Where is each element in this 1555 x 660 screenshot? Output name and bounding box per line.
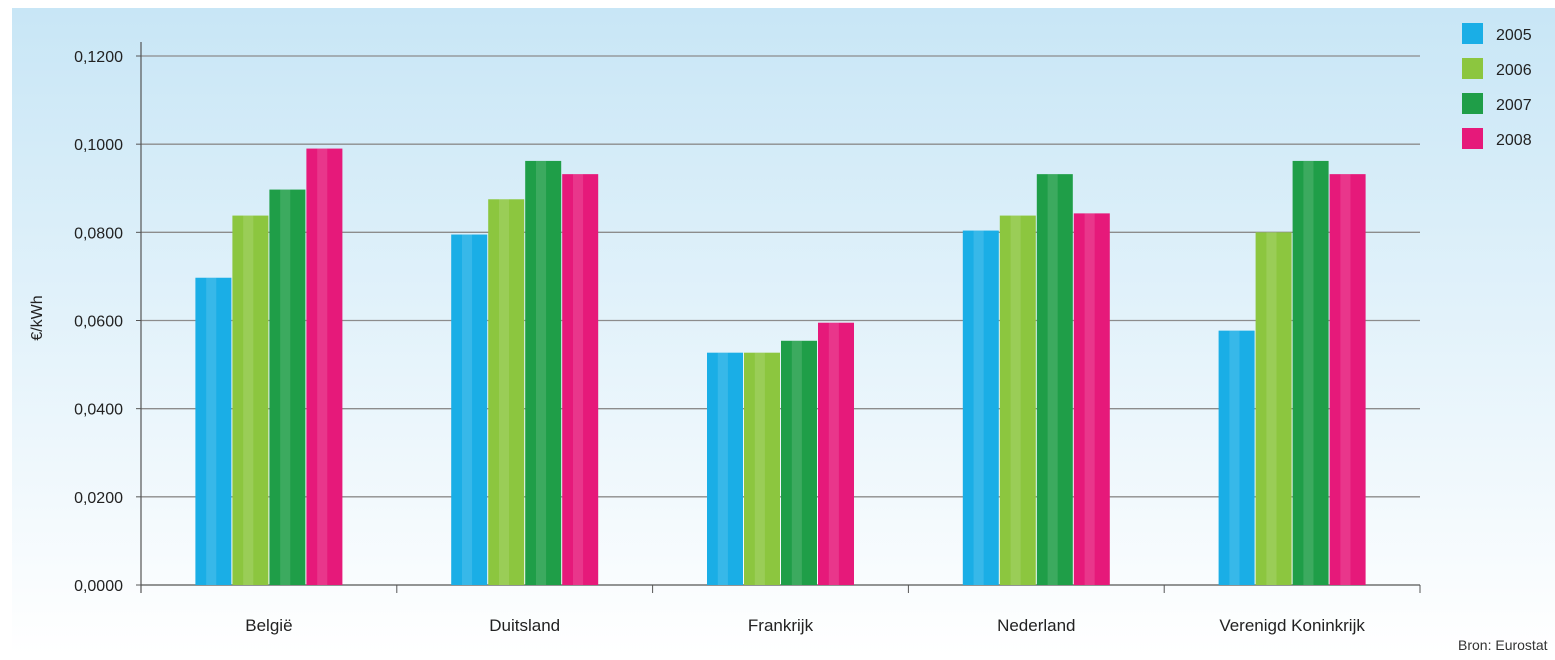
bar-2006-3 xyxy=(744,352,780,585)
bars xyxy=(195,148,1366,586)
bar-2006-2 xyxy=(488,199,525,586)
y-tick-label: 0,0800 xyxy=(74,225,123,242)
bar-2007-4 xyxy=(1036,174,1073,586)
bar-highlight xyxy=(1340,174,1351,586)
bar-2005-5 xyxy=(1218,330,1255,585)
y-axis-title: €/kWh xyxy=(29,295,46,340)
bar-highlight xyxy=(1010,215,1021,585)
bar-highlight xyxy=(717,352,728,585)
bar-highlight xyxy=(1303,160,1314,585)
bar-highlight xyxy=(791,340,802,585)
bar-highlight xyxy=(462,234,473,585)
bar-2008-4 xyxy=(1073,213,1110,585)
source-note: Bron: Eurostat xyxy=(1458,637,1548,653)
bar-2007-3 xyxy=(781,340,817,585)
x-category-label: Nederland xyxy=(997,616,1075,635)
legend-swatch-2005 xyxy=(1462,23,1483,44)
bar-2007-1 xyxy=(269,189,306,585)
bar-2007-5 xyxy=(1292,160,1329,585)
bar-2006-5 xyxy=(1255,232,1292,586)
y-tick-labels: 0,0000 0,0200 0,0400 0,0600 0,0800 0,1000 0,12… xyxy=(74,49,123,595)
bar-highlight xyxy=(317,148,328,585)
x-category-label: Duitsland xyxy=(489,616,560,635)
bar-highlight xyxy=(973,230,984,585)
bar-highlight xyxy=(499,199,510,586)
bar-highlight xyxy=(206,277,217,585)
x-category-label: België xyxy=(245,616,292,635)
y-tick-label: 0,0600 xyxy=(74,314,123,331)
bar-highlight xyxy=(828,322,839,585)
bar-2008-2 xyxy=(562,174,599,586)
bar-2008-5 xyxy=(1329,174,1366,586)
bar-2007-2 xyxy=(525,160,562,585)
gridlines xyxy=(141,55,1420,498)
legend-label: 2006 xyxy=(1496,62,1532,79)
y-tick-label: 0,1000 xyxy=(74,137,123,154)
legend-label: 2005 xyxy=(1496,27,1532,44)
legend-swatch-2008 xyxy=(1462,128,1483,149)
y-tick-label: 0,0200 xyxy=(74,490,123,507)
y-tick-label: 0,0000 xyxy=(74,578,123,595)
bar-highlight xyxy=(280,189,291,585)
x-category-labels: België Duitsland Frankrijk Nederland Verenig… xyxy=(245,616,1365,635)
bar-highlight xyxy=(243,215,254,585)
legend-swatch-2007 xyxy=(1462,93,1483,114)
x-category-label: Verenigd Koninkrijk xyxy=(1219,616,1365,635)
bar-highlight xyxy=(1229,330,1240,585)
legend-swatch-2006 xyxy=(1462,58,1483,79)
bar-highlight xyxy=(1047,174,1058,586)
bar-highlight xyxy=(1084,213,1095,585)
legend: 2005 2006 2007 2008 xyxy=(1462,23,1532,149)
y-tick-label: 0,1200 xyxy=(74,49,123,66)
bar-2005-3 xyxy=(707,352,743,585)
bar-2006-1 xyxy=(232,215,269,585)
legend-label: 2007 xyxy=(1496,97,1532,114)
bar-highlight xyxy=(573,174,584,586)
bar-2005-1 xyxy=(195,277,232,585)
bar-2005-2 xyxy=(451,234,488,585)
bar-highlight xyxy=(754,352,765,585)
bar-2008-3 xyxy=(818,322,854,585)
bar-2006-4 xyxy=(999,215,1036,585)
bar-highlight xyxy=(536,160,547,585)
bar-2005-4 xyxy=(962,230,999,585)
bar-highlight xyxy=(1266,232,1277,586)
axes xyxy=(136,42,1421,593)
y-tick-label: 0,0400 xyxy=(74,402,123,419)
bar-2008-1 xyxy=(306,148,343,585)
x-category-label: Frankrijk xyxy=(748,616,814,635)
legend-label: 2008 xyxy=(1496,132,1532,149)
